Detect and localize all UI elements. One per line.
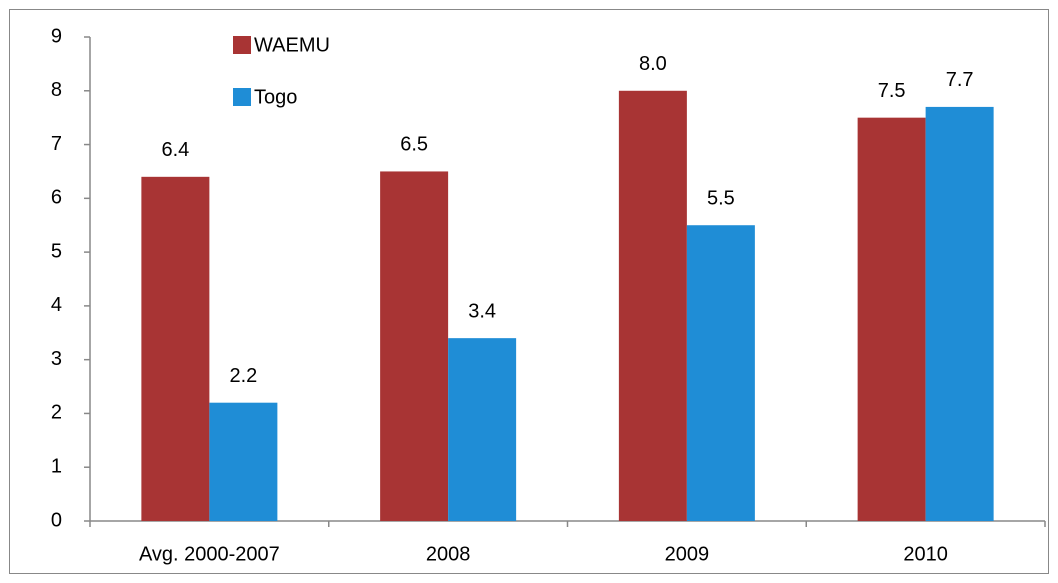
legend-swatch — [233, 36, 251, 54]
y-tick-label: 5 — [51, 240, 62, 262]
value-label: 8.0 — [639, 53, 667, 75]
x-tick-label: Avg. 2000-2007 — [139, 543, 280, 565]
legend-label: WAEMU — [254, 34, 330, 56]
bar — [686, 225, 755, 521]
bar — [141, 176, 210, 522]
bar — [857, 117, 926, 522]
y-tick-label: 1 — [51, 456, 62, 478]
y-tick-label: 2 — [51, 402, 62, 424]
x-tick-label: 2010 — [903, 543, 948, 565]
x-tick-label: 2009 — [665, 543, 710, 565]
bar — [380, 171, 449, 521]
y-tick-label: 8 — [51, 79, 62, 101]
value-label: 2.2 — [229, 365, 257, 387]
legend-swatch — [233, 88, 251, 106]
y-tick-label: 3 — [51, 348, 62, 370]
y-tick-label: 0 — [51, 509, 62, 531]
legend-label: Togo — [254, 86, 297, 108]
x-tick-label: 2008 — [426, 543, 471, 565]
value-label: 6.4 — [161, 139, 189, 161]
value-label: 6.5 — [400, 134, 428, 156]
y-tick-label: 7 — [51, 133, 62, 155]
value-label: 5.5 — [707, 188, 735, 210]
value-label: 3.4 — [468, 300, 496, 322]
y-tick-label: 4 — [51, 294, 62, 316]
bar — [618, 90, 687, 522]
bar — [209, 402, 278, 521]
bar — [448, 338, 517, 521]
y-tick-label: 6 — [51, 187, 62, 209]
value-label: 7.5 — [878, 80, 906, 102]
bar — [925, 106, 994, 522]
value-label: 7.7 — [946, 69, 974, 91]
y-tick-label: 9 — [51, 25, 62, 47]
